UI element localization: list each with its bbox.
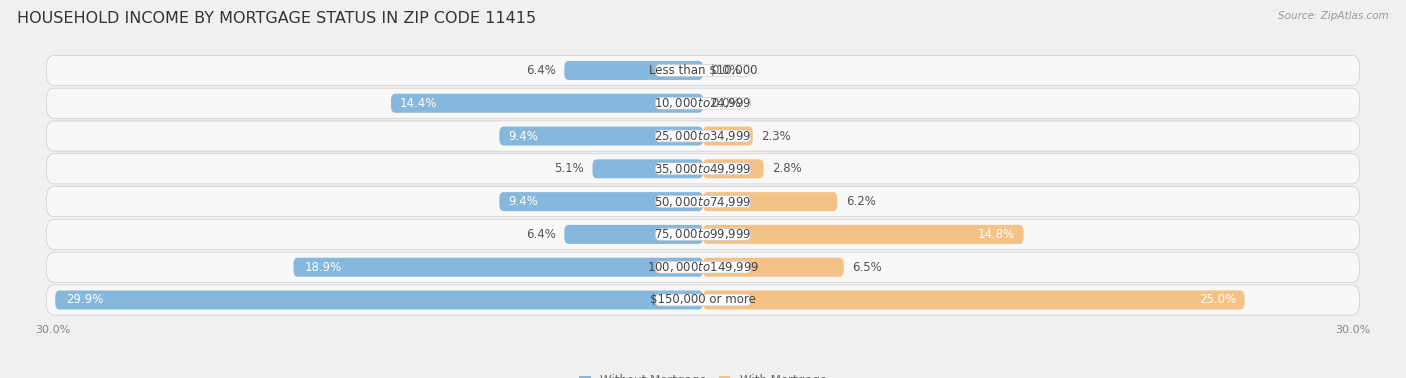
FancyBboxPatch shape (655, 294, 751, 306)
FancyBboxPatch shape (655, 196, 751, 208)
Text: HOUSEHOLD INCOME BY MORTGAGE STATUS IN ZIP CODE 11415: HOUSEHOLD INCOME BY MORTGAGE STATUS IN Z… (17, 11, 536, 26)
Legend: Without Mortgage, With Mortgage: Without Mortgage, With Mortgage (574, 369, 832, 378)
Text: Less than $10,000: Less than $10,000 (648, 64, 758, 77)
FancyBboxPatch shape (703, 258, 844, 277)
Text: 6.4%: 6.4% (526, 64, 555, 77)
FancyBboxPatch shape (499, 127, 703, 146)
Text: 6.5%: 6.5% (852, 261, 882, 274)
Text: 6.4%: 6.4% (526, 228, 555, 241)
Text: 18.9%: 18.9% (304, 261, 342, 274)
FancyBboxPatch shape (592, 159, 703, 178)
FancyBboxPatch shape (703, 192, 838, 211)
FancyBboxPatch shape (703, 159, 763, 178)
FancyBboxPatch shape (655, 261, 751, 273)
FancyBboxPatch shape (655, 98, 751, 109)
FancyBboxPatch shape (46, 55, 1360, 85)
FancyBboxPatch shape (564, 61, 703, 80)
FancyBboxPatch shape (294, 258, 703, 277)
Text: 5.1%: 5.1% (554, 162, 583, 175)
FancyBboxPatch shape (655, 163, 751, 175)
Text: 6.2%: 6.2% (846, 195, 876, 208)
Text: 2.8%: 2.8% (772, 162, 801, 175)
FancyBboxPatch shape (391, 94, 703, 113)
FancyBboxPatch shape (46, 88, 1360, 118)
Text: 9.4%: 9.4% (508, 130, 538, 143)
FancyBboxPatch shape (46, 121, 1360, 151)
FancyBboxPatch shape (55, 290, 703, 310)
FancyBboxPatch shape (46, 219, 1360, 249)
Text: 0.0%: 0.0% (711, 97, 741, 110)
FancyBboxPatch shape (499, 192, 703, 211)
FancyBboxPatch shape (703, 225, 1024, 244)
Text: 0.0%: 0.0% (711, 64, 741, 77)
FancyBboxPatch shape (564, 225, 703, 244)
FancyBboxPatch shape (703, 290, 1244, 310)
FancyBboxPatch shape (655, 229, 751, 240)
Text: $35,000 to $49,999: $35,000 to $49,999 (654, 162, 752, 176)
Text: $10,000 to $24,999: $10,000 to $24,999 (654, 96, 752, 110)
FancyBboxPatch shape (46, 154, 1360, 184)
Text: $100,000 to $149,999: $100,000 to $149,999 (647, 260, 759, 274)
Text: 25.0%: 25.0% (1199, 293, 1236, 307)
FancyBboxPatch shape (46, 252, 1360, 282)
Text: 29.9%: 29.9% (66, 293, 104, 307)
Text: $50,000 to $74,999: $50,000 to $74,999 (654, 195, 752, 209)
Text: $150,000 or more: $150,000 or more (650, 293, 756, 307)
FancyBboxPatch shape (46, 186, 1360, 217)
Text: 14.8%: 14.8% (977, 228, 1015, 241)
FancyBboxPatch shape (655, 130, 751, 142)
Text: $75,000 to $99,999: $75,000 to $99,999 (654, 228, 752, 242)
FancyBboxPatch shape (703, 127, 752, 146)
FancyBboxPatch shape (46, 285, 1360, 315)
Text: $25,000 to $34,999: $25,000 to $34,999 (654, 129, 752, 143)
FancyBboxPatch shape (655, 65, 751, 76)
Text: 9.4%: 9.4% (508, 195, 538, 208)
Text: 2.3%: 2.3% (762, 130, 792, 143)
Text: Source: ZipAtlas.com: Source: ZipAtlas.com (1278, 11, 1389, 21)
Text: 14.4%: 14.4% (399, 97, 437, 110)
